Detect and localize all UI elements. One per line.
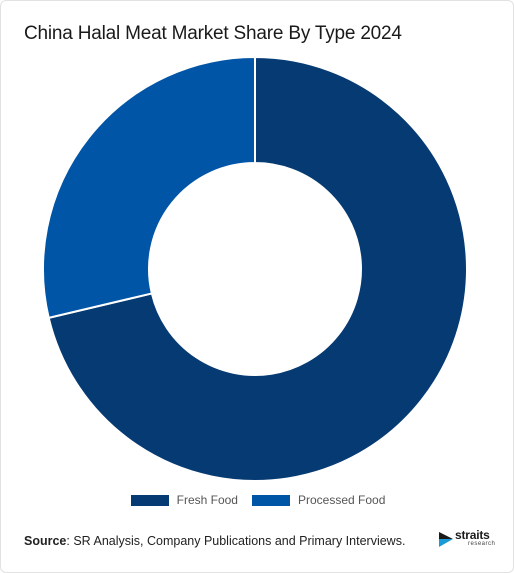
legend-item-fresh-food[interactable]: Fresh Food [130,493,238,507]
chart-title: China Halal Meat Market Share By Type 20… [24,23,402,44]
source-text: : SR Analysis, Company Publications and … [66,534,406,548]
donut-slice-processed-food[interactable] [42,55,256,320]
chart-legend: Fresh Food Processed Food [1,493,514,507]
straits-logo-icon [439,532,453,547]
donut-slice-fresh-food[interactable] [47,55,468,482]
donut-chart [42,55,468,482]
logo-subtitle: research [468,541,496,547]
logo-name: straits [455,528,490,542]
legend-label-processed-food: Processed Food [297,493,386,507]
source-label: Source [24,534,67,548]
source-note: Source: SR Analysis, Company Publication… [24,534,405,548]
legend-item-processed-food[interactable]: Processed Food [251,493,386,507]
legend-swatch-fresh-food [130,494,169,506]
brand-logo: straits research [438,528,498,551]
legend-label-fresh-food: Fresh Food [176,493,238,507]
legend-swatch-processed-food [251,494,290,506]
